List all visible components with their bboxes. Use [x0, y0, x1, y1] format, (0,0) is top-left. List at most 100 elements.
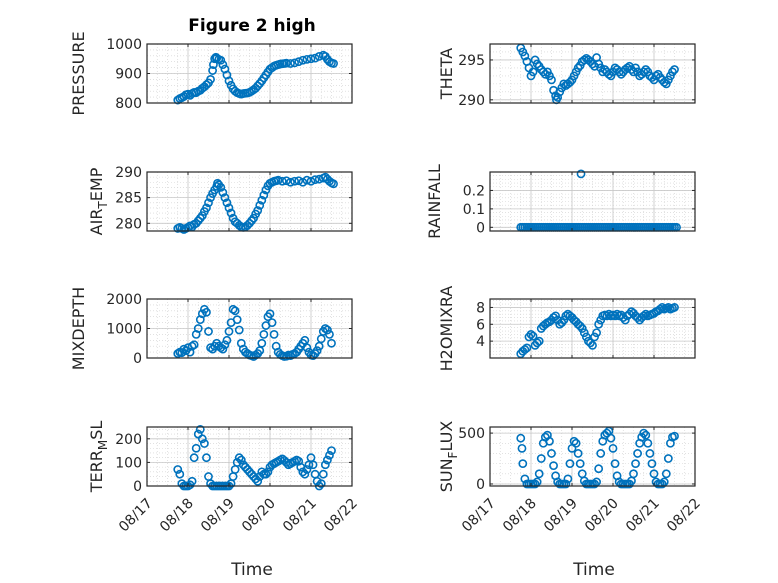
data-point	[655, 304, 665, 314]
y-tick-label: 0	[476, 220, 485, 236]
data-point	[220, 193, 230, 203]
data-point	[559, 315, 569, 325]
data-point	[277, 176, 287, 186]
data-point	[596, 449, 606, 458]
data-point	[526, 329, 536, 339]
data-point	[230, 465, 240, 474]
x-tick-label: 08/18	[500, 496, 540, 536]
data-point	[281, 176, 291, 186]
data-point	[222, 198, 232, 208]
data-point	[218, 188, 228, 197]
data-point	[234, 325, 244, 335]
y-tick-label: 0	[133, 351, 142, 367]
data-point	[547, 449, 556, 458]
data-point	[569, 436, 579, 446]
data-point	[629, 469, 638, 479]
data-point	[204, 198, 213, 208]
data-point	[547, 75, 556, 85]
x-tick-label: 08/17	[116, 496, 156, 536]
data-point	[516, 433, 526, 443]
y-tick-label: 1000	[106, 37, 142, 53]
y-axis-label: H2OMIXRA	[437, 286, 456, 372]
data-point	[573, 63, 583, 73]
panel-rainfall: 0 0.1 0.2 RAINFALL	[425, 164, 696, 239]
data-point	[228, 304, 238, 314]
data-point	[532, 338, 542, 348]
data-point	[579, 328, 589, 338]
data-point	[320, 324, 330, 333]
y-tick-label: 1000	[106, 322, 142, 338]
data-point	[191, 443, 201, 453]
data-point	[269, 329, 279, 339]
data-point	[608, 443, 618, 453]
y-tick-label: 100	[115, 455, 142, 471]
x-tick-label: 08/21	[623, 496, 663, 536]
y-tick-label: 0	[133, 479, 142, 495]
data-point	[573, 449, 583, 458]
data-point	[204, 472, 213, 481]
data-point	[641, 430, 651, 440]
data-point	[563, 474, 573, 484]
data-point	[565, 459, 575, 469]
data-point	[657, 479, 667, 489]
axes-box	[489, 298, 696, 359]
data-point	[286, 59, 295, 68]
data-point	[670, 431, 679, 441]
data-point	[208, 66, 217, 75]
data-point	[520, 345, 530, 354]
data-point	[645, 449, 655, 458]
y-tick-label: 6	[476, 317, 485, 333]
data-point	[641, 65, 651, 74]
data-point	[199, 439, 209, 448]
data-point	[273, 175, 283, 185]
data-point	[327, 446, 336, 455]
data-point	[647, 459, 657, 469]
data-point	[577, 469, 587, 479]
data-point	[517, 443, 527, 453]
data-point	[265, 309, 275, 319]
data-point	[228, 472, 238, 481]
y-tick-label: 0.2	[463, 183, 485, 199]
data-point	[308, 460, 318, 470]
axes-box	[489, 43, 696, 104]
data-point	[218, 60, 228, 70]
data-point	[329, 179, 338, 189]
data-point	[257, 338, 267, 348]
data-point	[622, 63, 632, 73]
data-point	[218, 344, 228, 354]
data-point	[322, 455, 332, 465]
data-point	[606, 433, 616, 443]
data-point	[551, 311, 560, 321]
data-point	[594, 319, 604, 329]
data-point	[534, 336, 544, 346]
data-point	[520, 51, 530, 61]
y-tick-label: 0	[476, 477, 485, 493]
data-point	[590, 479, 599, 489]
data-point	[322, 325, 332, 335]
data-point	[281, 58, 291, 68]
y-axis-label: SUNFLUX	[437, 421, 460, 493]
data-point	[216, 55, 226, 65]
data-point	[590, 332, 599, 342]
data-point	[577, 324, 587, 333]
data-point	[300, 469, 310, 479]
data-point	[294, 57, 304, 67]
y-axis-label: THETA	[437, 48, 456, 100]
data-point	[594, 464, 604, 474]
data-point	[281, 457, 291, 467]
data-point	[318, 469, 328, 479]
data-point	[255, 200, 265, 210]
data-point	[668, 67, 677, 77]
data-point	[236, 455, 246, 465]
data-point	[661, 469, 671, 479]
data-point	[320, 460, 330, 470]
data-point	[631, 459, 640, 469]
x-tick-label: 08/19	[541, 496, 581, 536]
data-point	[534, 469, 544, 479]
data-point	[173, 465, 183, 474]
data-point	[670, 65, 679, 74]
data-point	[267, 318, 277, 327]
data-point	[528, 331, 538, 341]
